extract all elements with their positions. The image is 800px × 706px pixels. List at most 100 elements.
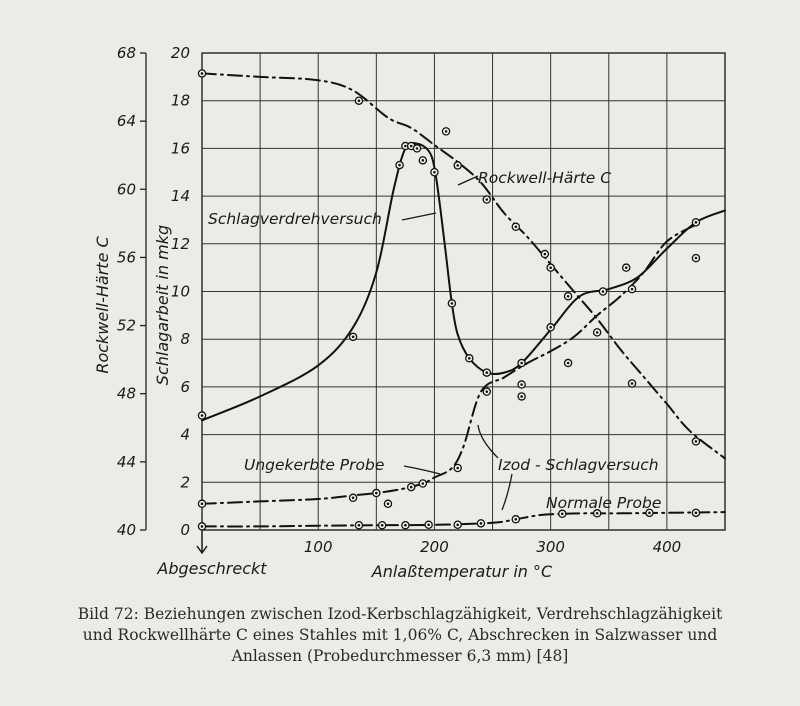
y-right-tick-label: 18 (171, 92, 190, 110)
data-point-core (485, 390, 489, 393)
chart-grid (201, 52, 726, 531)
caption-line-2: und Rockwellhärte C eines Stahles mit 1,… (82, 626, 718, 644)
y-left-tick-label: 60 (117, 180, 136, 198)
data-point-core (380, 523, 384, 527)
leader-izod (477, 424, 499, 459)
data-point-core (485, 198, 489, 201)
data-point-core (694, 256, 698, 260)
data-point-core (624, 266, 628, 269)
data-point-core (630, 287, 634, 291)
y-right-axis-label: Schlagarbeit in mkg (153, 225, 172, 385)
data-point-core (398, 163, 401, 167)
label-normale-probe: Normale Probe (546, 494, 661, 512)
y-left-tick-label: 64 (117, 112, 136, 130)
x-tick-label: 400 (653, 538, 682, 556)
data-point-core (514, 517, 518, 521)
data-point-core (357, 523, 361, 527)
data-point-core (543, 252, 547, 256)
data-point-core (421, 482, 425, 485)
data-point-core (648, 511, 651, 515)
y-right-tick-label: 12 (171, 235, 190, 253)
data-point-core (485, 371, 489, 374)
data-point-core (421, 159, 425, 162)
origin-arrow (196, 530, 208, 555)
data-point-core (404, 144, 407, 148)
data-point-core (549, 266, 552, 269)
data-point-core (357, 99, 361, 102)
data-point-core (456, 523, 459, 527)
data-point-core (479, 522, 483, 525)
x-tick-label: 200 (420, 538, 449, 556)
data-point-core (200, 414, 204, 417)
data-point-core (351, 335, 355, 339)
data-point-core (456, 164, 459, 167)
data-point-core (200, 525, 204, 528)
y-right-tick-label: 2 (180, 473, 190, 491)
y-left-tick-label: 44 (117, 453, 136, 471)
caption-line-3: Anlassen (Probedurchmesser 6,3 mm) [48] (231, 647, 569, 665)
data-point-core (566, 294, 570, 298)
data-point-core (200, 502, 204, 506)
data-point-core (409, 144, 413, 148)
data-point-core (450, 302, 454, 305)
data-point-core (595, 512, 599, 515)
data-point-core (630, 382, 634, 385)
y-right-tick-label: 4 (180, 426, 190, 444)
figure-caption: Bild 72: Beziehungen zwischen Izod-Kerbs… (20, 604, 780, 667)
data-point-core (694, 221, 698, 224)
label-ungekerbte-probe: Ungekerbte Probe (244, 456, 384, 474)
data-point-core (433, 170, 436, 174)
x-origin-label: Abgeschreckt (156, 559, 267, 578)
label-rockwell: Rockwell-Härte C (478, 169, 611, 187)
y-right-tick-label: 14 (171, 187, 190, 205)
data-point-core (375, 491, 378, 495)
data-point-core (549, 325, 552, 329)
data-point-core (514, 225, 518, 229)
y-left-tick-label: 52 (117, 317, 136, 335)
data-point-core (404, 523, 407, 527)
y-right-tick-label: 16 (171, 139, 190, 157)
data-point-core (566, 361, 570, 365)
data-point-core (427, 523, 430, 527)
series-line-1 (201, 141, 726, 422)
data-point-core (694, 440, 698, 443)
data-point-core (200, 72, 204, 75)
y-left-tick-label: 40 (117, 521, 136, 539)
series-line-2 (201, 223, 697, 505)
chart-points (197, 69, 701, 531)
data-point-core (694, 511, 698, 515)
y-right-tick-label: 10 (171, 283, 190, 301)
y-right-tick-label: 8 (180, 330, 190, 348)
y-right-tick-label: 6 (180, 378, 190, 396)
data-point-core (351, 496, 355, 500)
data-point-core (520, 361, 523, 365)
leader-ungekerbte (403, 465, 441, 475)
y-right-tick-label: 0 (180, 521, 190, 539)
data-point-core (601, 290, 605, 293)
leader-schlagverdreh (401, 212, 437, 221)
y-left-tick-label: 68 (117, 44, 136, 62)
data-point-core (409, 485, 413, 489)
label-izod-schlagversuch: Izod - Schlagversuch (498, 456, 659, 474)
data-point-core (415, 147, 419, 150)
y-left-axis-label: Rockwell-Härte C (93, 236, 112, 374)
y-right-tick-label: 20 (171, 44, 190, 62)
leader-izod-2 (501, 473, 513, 511)
data-point-core (468, 356, 471, 360)
series-line-0 (201, 72, 726, 460)
data-point-core (520, 383, 523, 386)
data-point-core (520, 395, 523, 398)
x-tick-label: 100 (304, 538, 333, 556)
data-point-core (595, 331, 599, 334)
data-point-core (386, 502, 390, 506)
leader-rockwell (457, 175, 479, 186)
x-axis-label: Anlaßtemperatur in °C (371, 562, 553, 581)
label-schlagverdrehversuch: Schlagverdrehversuch (208, 210, 382, 228)
y-left-tick-label: 48 (117, 385, 136, 403)
data-point-core (456, 466, 459, 470)
data-point-core (560, 512, 564, 516)
caption-line-1: Bild 72: Beziehungen zwischen Izod-Kerbs… (77, 605, 723, 623)
x-tick-label: 300 (536, 538, 565, 556)
